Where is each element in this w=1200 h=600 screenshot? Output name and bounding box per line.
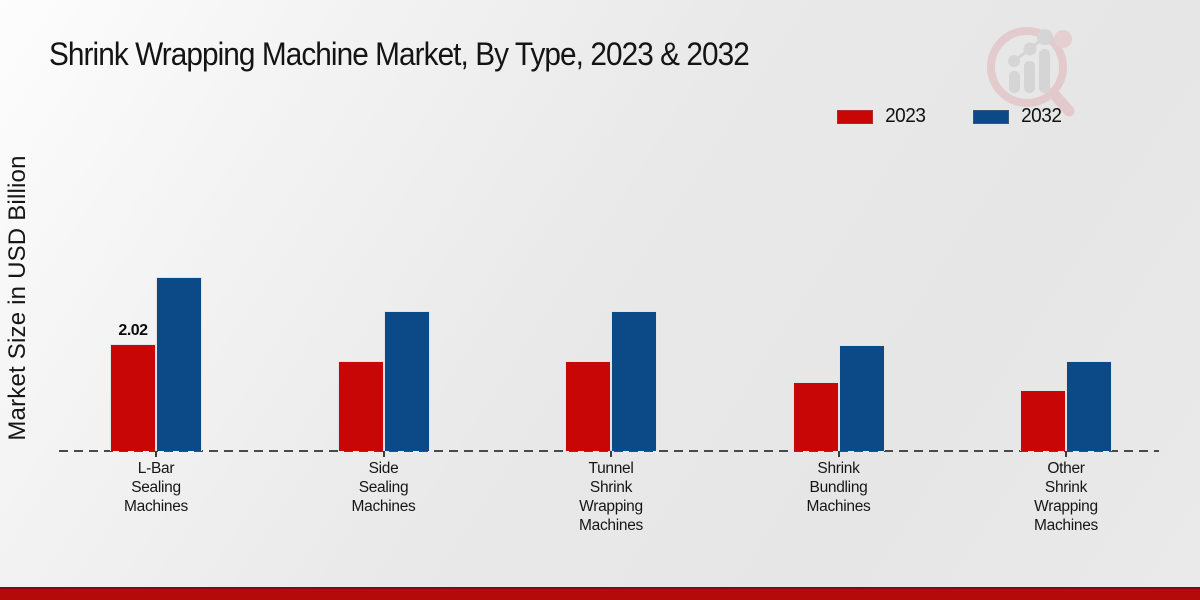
bar-2032-category-4 — [1066, 361, 1112, 451]
bar-2023-category-3 — [792, 382, 839, 451]
legend-item-2023: 2023 — [837, 105, 927, 128]
legend-label-2023: 2023 — [885, 105, 926, 127]
x-tick-label-category-0: L-Bar Sealing Machines — [124, 460, 188, 515]
legend-swatch-2032 — [972, 109, 1009, 124]
bar-value-annotation: 2.02 — [118, 322, 148, 339]
bar-2023-category-4 — [1020, 390, 1066, 451]
x-tick-label-category-4: Other Shrink Wrapping Machines — [1034, 460, 1098, 534]
bar-2032-category-2 — [611, 311, 657, 451]
bar-2023-category-1 — [337, 361, 384, 451]
x-tick-label-category-2: Tunnel Shrink Wrapping Machines — [579, 460, 643, 534]
zero-axis-line — [59, 450, 1159, 452]
legend-item-2032: 2032 — [972, 105, 1063, 128]
magnifier-growth-chart-logo-icon — [987, 27, 1075, 117]
x-tick-label-category-1: Side Sealing Machines — [351, 460, 416, 515]
x-tick-label-category-3: Shrink Bundling Machines — [806, 460, 871, 515]
bar-2023-category-0 — [110, 344, 156, 451]
bar-2032-category-3 — [838, 345, 885, 451]
legend-label-2032: 2032 — [1020, 105, 1062, 127]
y-axis-label: Market Size in USD Billion — [4, 155, 31, 441]
x-axis-tick — [837, 451, 840, 457]
legend-swatch-2023 — [837, 109, 873, 124]
footer-accent-bar — [0, 587, 1200, 600]
bar-2023-category-2 — [565, 361, 611, 451]
chart-legend: 2023 2032 — [837, 105, 1062, 128]
x-axis-tick — [382, 451, 385, 457]
bar-2032-category-1 — [383, 311, 430, 451]
x-axis-tick — [1065, 451, 1067, 457]
bar-2032-category-0 — [156, 277, 202, 451]
x-axis-tick — [610, 451, 612, 457]
chart-title: Shrink Wrapping Machine Market, By Type,… — [49, 36, 750, 72]
x-axis-tick — [155, 451, 157, 457]
